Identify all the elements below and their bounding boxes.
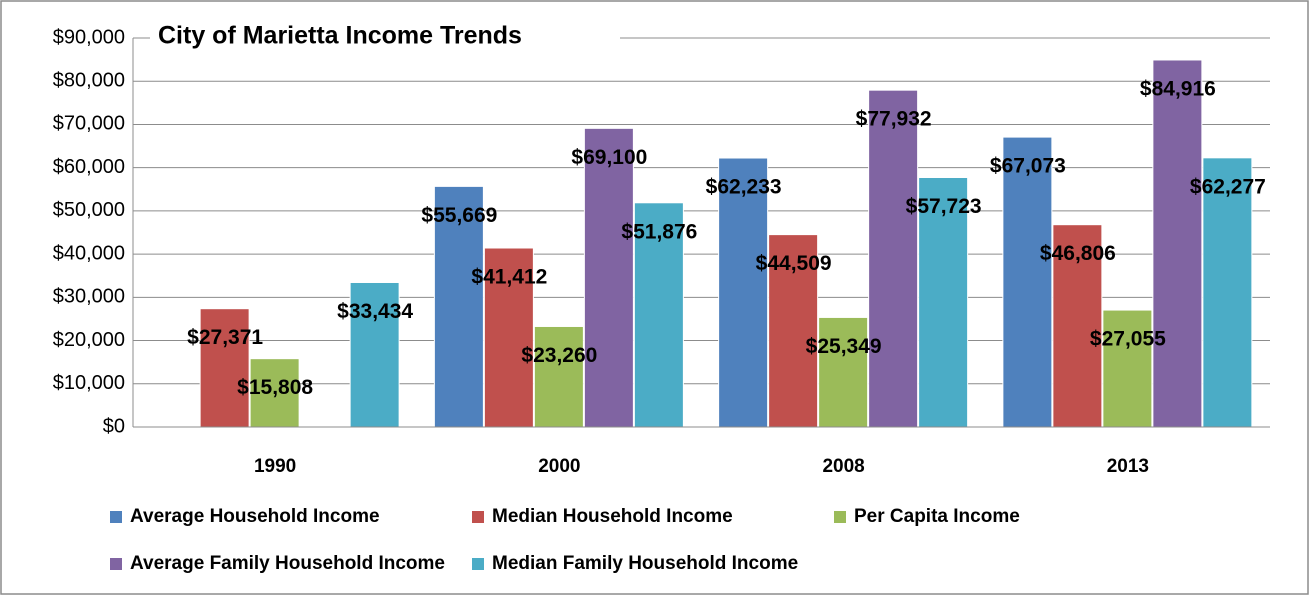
legend-swatch [834,511,846,523]
value-label: $44,509 [756,252,832,275]
bar [1102,309,1153,428]
bar [818,316,869,428]
value-label: $84,916 [1140,78,1216,101]
y-tick-label: $90,000 [53,26,125,48]
chart-title: City of Marietta Income Trends [158,22,522,50]
x-tick-label: 1990 [254,456,296,477]
title-bg [150,20,620,54]
value-label: $62,233 [706,176,782,199]
y-tick-label: $10,000 [53,372,125,394]
value-label: $77,932 [856,108,932,131]
bar [533,325,584,428]
legend-label: Average Household Income [130,506,380,527]
bar [483,247,534,428]
value-label: $25,349 [806,335,882,358]
value-label: $46,806 [1040,242,1116,265]
legend-swatch [472,558,484,570]
bar [718,157,769,428]
value-label: $55,669 [421,204,497,227]
value-label: $67,073 [990,155,1066,178]
bar [1152,59,1203,428]
y-tick-label: $40,000 [53,242,125,264]
x-tick-label: 2013 [1107,456,1149,477]
legend-swatch [472,511,484,523]
bar [349,281,400,428]
value-label: $62,277 [1190,175,1266,198]
y-tick-label: $20,000 [53,329,125,351]
bar [583,127,634,428]
value-label: $27,371 [187,326,263,349]
legend-swatch [110,511,122,523]
y-tick-label: $80,000 [53,70,125,92]
value-label: $15,808 [237,376,313,399]
bar [1052,224,1103,428]
value-label: $57,723 [906,195,982,218]
value-label: $41,412 [471,266,547,289]
y-tick-label: $50,000 [53,199,125,221]
x-tick-label: 2000 [538,456,580,477]
value-label: $69,100 [571,146,647,169]
legend-label: Average Family Household Income [130,553,445,574]
bar [249,358,300,428]
bar [199,308,250,428]
value-label: $23,260 [521,344,597,367]
legend-label: Per Capita Income [854,506,1020,527]
bar [1002,136,1053,428]
legend-label: Median Family Household Income [492,553,798,574]
y-tick-label: $60,000 [53,156,125,178]
y-tick-label: $70,000 [53,113,125,135]
y-tick-label: $0 [103,415,125,437]
value-label: $33,434 [337,300,413,323]
value-label: $51,876 [621,220,697,243]
bar [433,185,484,428]
bar [633,202,684,428]
bar [768,234,819,428]
x-tick-label: 2008 [822,456,864,477]
legend-label: Median Household Income [492,506,733,527]
legend-swatch [110,558,122,570]
y-tick-label: $30,000 [53,286,125,308]
bar [918,177,969,428]
bar [868,89,919,428]
value-label: $27,055 [1090,328,1166,351]
